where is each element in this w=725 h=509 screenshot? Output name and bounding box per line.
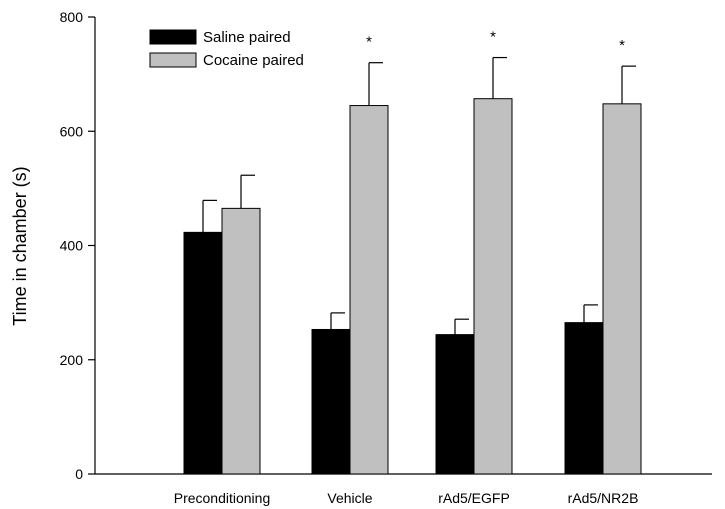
bars: * * *	[183, 29, 642, 475]
bar	[564, 322, 604, 475]
bar	[473, 98, 513, 475]
bar	[183, 231, 223, 475]
bar	[221, 207, 261, 475]
y-tick-label: 200	[60, 352, 84, 368]
y-tick-label: 400	[60, 238, 84, 254]
y-tick-label: 600	[60, 123, 84, 139]
axes: 0 200 400 600 800 Preconditioning Vehicle rAd5/…	[60, 9, 712, 506]
bar	[311, 328, 351, 475]
significance-marker: *	[490, 29, 496, 46]
y-tick-label: 0	[75, 466, 83, 482]
legend: Saline paired Cocaine paired	[149, 29, 304, 69]
x-tick-label: Preconditioning	[174, 490, 271, 506]
y-axis-label: Time in chamber (s)	[10, 166, 30, 325]
bar	[435, 334, 475, 475]
y-tick-label: 800	[60, 9, 84, 25]
significance-marker: *	[366, 34, 372, 51]
bar	[349, 105, 389, 475]
x-tick-label: rAd5/NR2B	[568, 490, 639, 506]
legend-label: Cocaine paired	[203, 52, 304, 69]
legend-label: Saline paired	[203, 29, 291, 46]
legend-swatch	[149, 52, 197, 68]
significance-marker: *	[619, 37, 625, 54]
x-tick-label: Vehicle	[327, 490, 372, 506]
legend-swatch	[149, 29, 197, 45]
x-tick-label: rAd5/EGFP	[438, 490, 510, 506]
bar	[602, 103, 642, 475]
